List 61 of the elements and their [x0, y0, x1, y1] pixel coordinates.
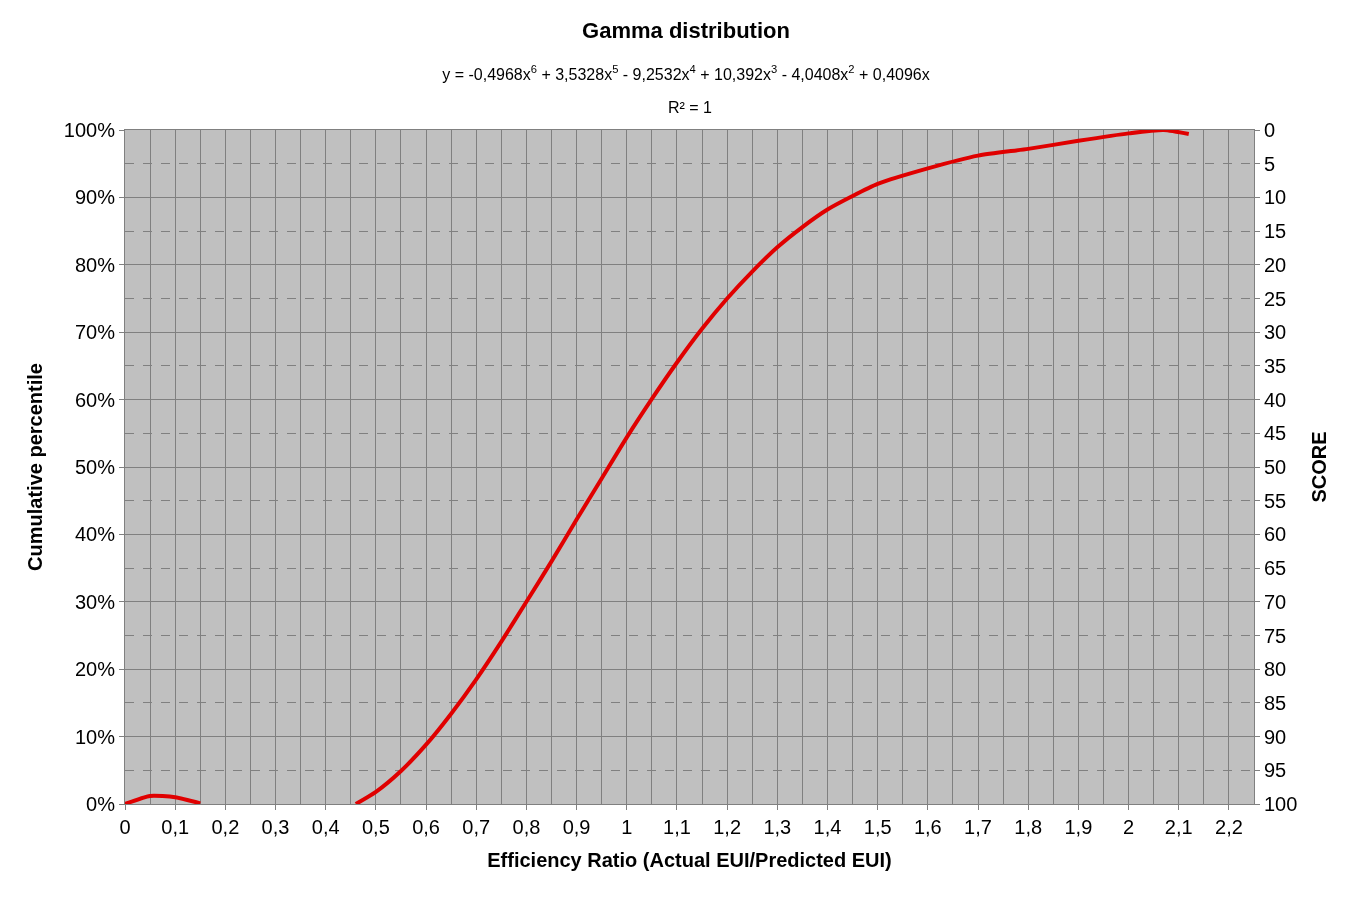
x-tick-label: 2	[1123, 816, 1135, 838]
x-tick-label: 0,7	[462, 816, 491, 838]
y2-tick-label: 40	[1264, 388, 1287, 411]
y2-tick-label: 75	[1264, 624, 1287, 647]
y-tick-label: 80%	[74, 253, 116, 276]
x-tick-label: 1,3	[763, 816, 792, 838]
x-tick-label: 0,4	[311, 816, 340, 838]
y-tick-label: 20%	[74, 658, 116, 681]
y-axis-title: Cumulative percentile	[24, 363, 47, 571]
x-tick-label: 1,7	[964, 816, 992, 838]
y2-tick-label: 60	[1264, 523, 1287, 546]
y2-tick-label: 10	[1264, 186, 1287, 209]
y2-tick-label: 15	[1264, 220, 1287, 243]
y2-tick-label: 25	[1264, 287, 1287, 310]
y2-tick-label: 85	[1264, 691, 1287, 714]
x-tick-label: 1,2	[713, 816, 742, 838]
y2-axis-title: SCORE	[1307, 431, 1330, 503]
x-tick-label: 0,5	[361, 816, 390, 838]
y2-tick-label: 65	[1264, 557, 1287, 580]
x-tick-label: 1,6	[913, 816, 942, 838]
x-tick-label: 0	[119, 816, 131, 838]
y-tick-label: 60%	[74, 388, 116, 411]
text: R² = 1	[668, 99, 713, 116]
y2-tick-label: 95	[1264, 759, 1287, 782]
x-tick-label: 1,9	[1064, 816, 1093, 838]
x-tick-label: 1,8	[1014, 816, 1043, 838]
y-tick-label: 10%	[74, 725, 116, 748]
x-tick-label: 1	[621, 816, 633, 838]
x-axis-title: Efficiency Ratio (Actual EUI/Predicted EUI)	[487, 848, 892, 871]
y2-tick-label: 80	[1264, 658, 1287, 681]
x-tick-label: 0,2	[211, 816, 240, 838]
y2-tick-label: 0	[1264, 119, 1276, 141]
x-tick-label: 2,2	[1215, 816, 1243, 838]
y-tick-label: 90%	[74, 186, 116, 209]
y2-tick-label: 45	[1264, 422, 1287, 445]
y2-tick-label: 35	[1264, 354, 1287, 377]
x-tick-label: 1,5	[863, 816, 892, 838]
y2-tick-label: 70	[1264, 590, 1287, 613]
y2-tick-label: 100	[1264, 793, 1298, 815]
y2-tick-label: 90	[1264, 725, 1287, 748]
x-tick-label: 0,3	[261, 816, 290, 838]
x-tick-label: 0,1	[161, 816, 190, 838]
x-tick-label: 1,1	[663, 816, 691, 838]
y-tick-label: 30%	[74, 590, 116, 613]
y2-tick-label: 5	[1264, 152, 1276, 175]
text: y = -0,4968x$^{6}$ + 3,5328x$^{5}$ - 9,2532x$^{4}$ + 10,392x$^{3}$ - 4,0408x$^{2}$ + 0,4096x	[442, 62, 930, 83]
y2-tick-label: 20	[1264, 253, 1287, 276]
x-tick-label: 0,9	[562, 816, 591, 838]
x-tick-label: 0,6	[412, 816, 440, 838]
y2-tick-label: 30	[1264, 321, 1287, 344]
y2-tick-label: 50	[1264, 456, 1287, 478]
x-tick-label: 0,8	[512, 816, 541, 838]
y-tick-label: 0%	[86, 793, 116, 815]
y-tick-label: 70%	[74, 321, 116, 344]
y2-tick-label: 55	[1264, 489, 1287, 512]
chart-title: Gamma distribution	[582, 17, 790, 43]
y-tick-label: 100%	[63, 119, 116, 141]
y-tick-label: 50%	[74, 456, 116, 478]
y-tick-label: 40%	[74, 523, 116, 546]
x-tick-label: 1,4	[813, 816, 842, 838]
x-tick-label: 2,1	[1164, 816, 1193, 838]
